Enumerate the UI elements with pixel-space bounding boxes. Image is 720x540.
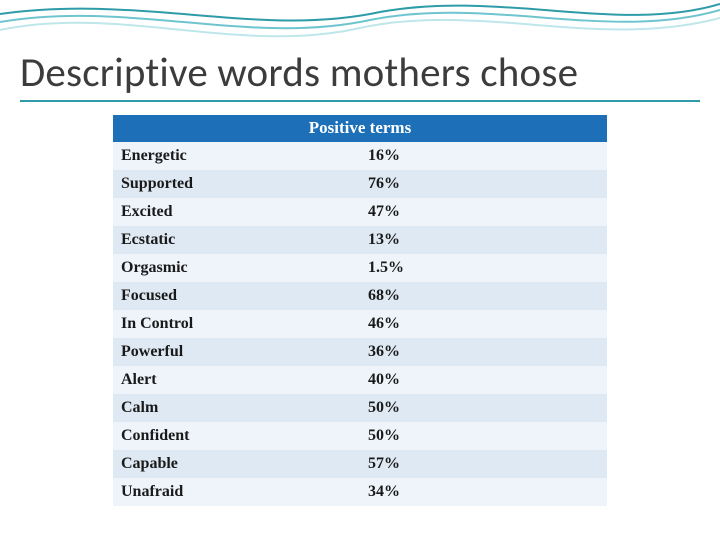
percent-cell: 40% bbox=[360, 366, 607, 394]
term-cell: Excited bbox=[113, 198, 360, 226]
term-cell: Unafraid bbox=[113, 478, 360, 506]
term-cell: Calm bbox=[113, 394, 360, 422]
table-row: Calm50% bbox=[113, 394, 607, 422]
term-cell: Focused bbox=[113, 282, 360, 310]
percent-cell: 46% bbox=[360, 310, 607, 338]
table-row: Focused68% bbox=[113, 282, 607, 310]
term-cell: Powerful bbox=[113, 338, 360, 366]
table-row: Alert40% bbox=[113, 366, 607, 394]
table-row: Energetic16% bbox=[113, 142, 607, 170]
slide-title: Descriptive words mothers chose bbox=[20, 48, 700, 102]
table-header: Positive terms bbox=[113, 115, 607, 142]
table-row: In Control46% bbox=[113, 310, 607, 338]
percent-cell: 36% bbox=[360, 338, 607, 366]
table-row: Ecstatic13% bbox=[113, 226, 607, 254]
percent-cell: 1.5% bbox=[360, 254, 607, 282]
percent-cell: 76% bbox=[360, 170, 607, 198]
table-body: Energetic16%Supported76%Excited47%Ecstat… bbox=[113, 142, 607, 506]
table-row: Confident50% bbox=[113, 422, 607, 450]
table-row: Unafraid34% bbox=[113, 478, 607, 506]
percent-cell: 50% bbox=[360, 422, 607, 450]
term-cell: In Control bbox=[113, 310, 360, 338]
percent-cell: 34% bbox=[360, 478, 607, 506]
term-cell: Alert bbox=[113, 366, 360, 394]
percent-cell: 57% bbox=[360, 450, 607, 478]
percent-cell: 16% bbox=[360, 142, 607, 170]
term-cell: Confident bbox=[113, 422, 360, 450]
percent-cell: 47% bbox=[360, 198, 607, 226]
term-cell: Capable bbox=[113, 450, 360, 478]
percent-cell: 68% bbox=[360, 282, 607, 310]
percent-cell: 50% bbox=[360, 394, 607, 422]
table-row: Orgasmic1.5% bbox=[113, 254, 607, 282]
term-cell: Supported bbox=[113, 170, 360, 198]
term-cell: Ecstatic bbox=[113, 226, 360, 254]
term-cell: Orgasmic bbox=[113, 254, 360, 282]
term-cell: Energetic bbox=[113, 142, 360, 170]
table-row: Supported76% bbox=[113, 170, 607, 198]
positive-terms-table: Positive terms Energetic16%Supported76%E… bbox=[113, 115, 607, 506]
table-row: Excited47% bbox=[113, 198, 607, 226]
table-row: Capable57% bbox=[113, 450, 607, 478]
table-row: Powerful36% bbox=[113, 338, 607, 366]
percent-cell: 13% bbox=[360, 226, 607, 254]
